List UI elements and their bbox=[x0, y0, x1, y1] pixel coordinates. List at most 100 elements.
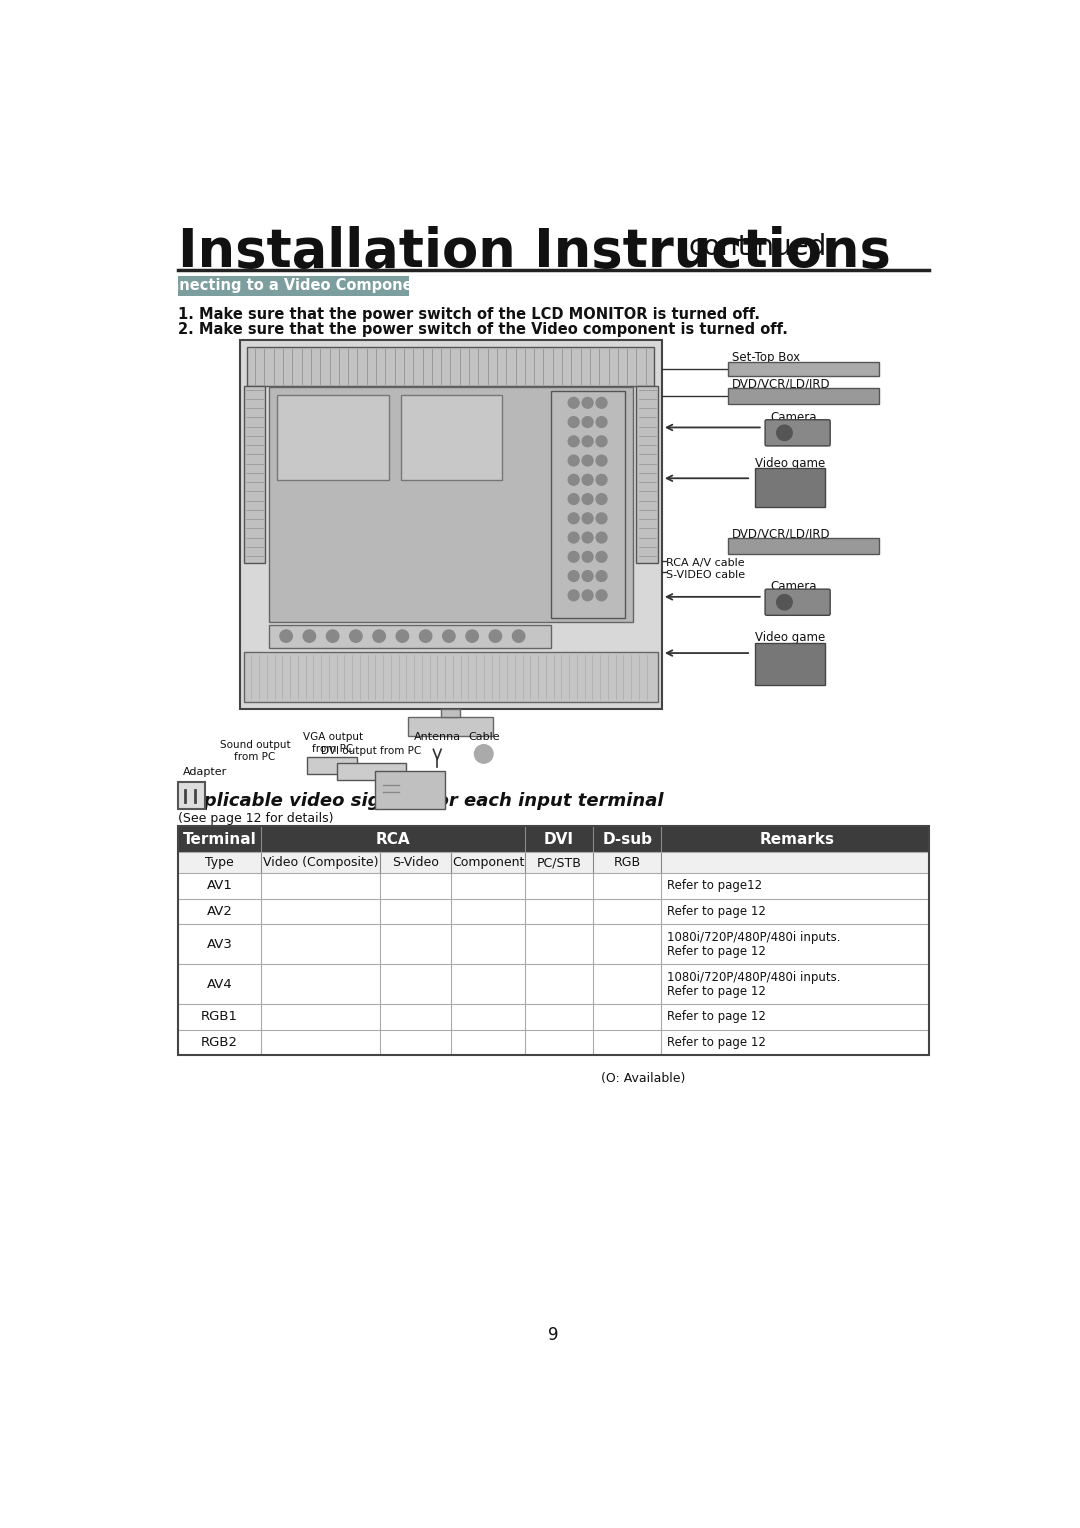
Circle shape bbox=[396, 630, 408, 642]
Circle shape bbox=[777, 425, 793, 440]
FancyBboxPatch shape bbox=[636, 387, 658, 562]
Circle shape bbox=[419, 630, 432, 642]
Circle shape bbox=[280, 630, 293, 642]
Text: Installation Instructions: Installation Instructions bbox=[177, 226, 891, 278]
Text: RGB: RGB bbox=[613, 856, 640, 869]
FancyBboxPatch shape bbox=[243, 387, 266, 562]
Circle shape bbox=[568, 570, 579, 582]
FancyBboxPatch shape bbox=[551, 391, 625, 619]
Text: Antenna: Antenna bbox=[414, 732, 461, 743]
Text: Component: Component bbox=[451, 856, 524, 869]
Text: DVD/VCR/LD/IRD: DVD/VCR/LD/IRD bbox=[732, 377, 831, 390]
Circle shape bbox=[373, 630, 386, 642]
Circle shape bbox=[582, 474, 593, 486]
Text: RGB2: RGB2 bbox=[201, 1036, 238, 1048]
Text: AV4: AV4 bbox=[206, 978, 232, 990]
FancyBboxPatch shape bbox=[269, 388, 633, 622]
Circle shape bbox=[568, 532, 579, 542]
Text: Type: Type bbox=[205, 856, 234, 869]
FancyBboxPatch shape bbox=[269, 625, 551, 648]
Text: Connecting to a Video Components: Connecting to a Video Components bbox=[148, 278, 438, 293]
Circle shape bbox=[568, 474, 579, 486]
Text: Adapter: Adapter bbox=[183, 767, 227, 778]
Circle shape bbox=[568, 552, 579, 562]
FancyBboxPatch shape bbox=[401, 396, 501, 480]
Circle shape bbox=[350, 630, 362, 642]
FancyBboxPatch shape bbox=[177, 827, 930, 853]
FancyBboxPatch shape bbox=[408, 717, 494, 736]
Circle shape bbox=[596, 494, 607, 504]
Text: DVI: DVI bbox=[544, 831, 573, 847]
Text: RCA: RCA bbox=[376, 831, 410, 847]
Text: 9: 9 bbox=[549, 1325, 558, 1343]
Circle shape bbox=[582, 494, 593, 504]
Circle shape bbox=[303, 630, 315, 642]
Circle shape bbox=[777, 594, 793, 610]
Text: Cable: Cable bbox=[468, 732, 500, 743]
FancyBboxPatch shape bbox=[728, 362, 879, 376]
Circle shape bbox=[568, 494, 579, 504]
Text: Refer to page 12: Refer to page 12 bbox=[667, 1036, 767, 1048]
FancyBboxPatch shape bbox=[247, 347, 654, 387]
FancyBboxPatch shape bbox=[177, 275, 408, 296]
Circle shape bbox=[596, 552, 607, 562]
FancyBboxPatch shape bbox=[177, 853, 930, 874]
FancyBboxPatch shape bbox=[240, 339, 662, 709]
Circle shape bbox=[568, 435, 579, 446]
Text: (See page 12 for details): (See page 12 for details) bbox=[177, 811, 333, 825]
Text: RGB1: RGB1 bbox=[201, 1010, 238, 1024]
Circle shape bbox=[326, 630, 339, 642]
FancyBboxPatch shape bbox=[337, 762, 406, 781]
Circle shape bbox=[596, 417, 607, 428]
Text: Refer to page 12: Refer to page 12 bbox=[667, 986, 767, 998]
Text: Terminal: Terminal bbox=[183, 831, 256, 847]
Text: 2. Make sure that the power switch of the Video component is turned off.: 2. Make sure that the power switch of th… bbox=[177, 322, 787, 338]
Text: Video (Composite): Video (Composite) bbox=[262, 856, 378, 869]
Circle shape bbox=[568, 397, 579, 408]
Circle shape bbox=[582, 513, 593, 524]
Circle shape bbox=[596, 532, 607, 542]
Text: DVD/VCR/LD/IRD: DVD/VCR/LD/IRD bbox=[732, 527, 831, 541]
Text: Remarks: Remarks bbox=[759, 831, 835, 847]
Text: AV2: AV2 bbox=[206, 905, 232, 918]
Text: Refer to page 12: Refer to page 12 bbox=[667, 905, 767, 918]
Circle shape bbox=[596, 513, 607, 524]
Text: RCA A/V cable: RCA A/V cable bbox=[666, 558, 744, 568]
FancyBboxPatch shape bbox=[765, 420, 831, 446]
Circle shape bbox=[582, 417, 593, 428]
Circle shape bbox=[568, 455, 579, 466]
Text: Camera: Camera bbox=[770, 411, 816, 423]
Circle shape bbox=[582, 552, 593, 562]
Text: Camera: Camera bbox=[770, 581, 816, 593]
FancyBboxPatch shape bbox=[177, 782, 205, 810]
Text: 1080i/720P/480P/480i inputs.: 1080i/720P/480P/480i inputs. bbox=[667, 932, 841, 944]
Text: Applicable video signals for each input terminal: Applicable video signals for each input … bbox=[177, 792, 664, 810]
Text: PC/STB: PC/STB bbox=[537, 856, 581, 869]
FancyBboxPatch shape bbox=[307, 756, 357, 775]
Text: continued: continued bbox=[688, 232, 826, 261]
Text: Refer to page12: Refer to page12 bbox=[667, 880, 762, 892]
Text: Audio Amp: Audio Amp bbox=[380, 785, 441, 795]
Circle shape bbox=[474, 744, 494, 762]
Circle shape bbox=[568, 513, 579, 524]
Text: D-sub: D-sub bbox=[603, 831, 652, 847]
FancyBboxPatch shape bbox=[755, 468, 825, 507]
Circle shape bbox=[582, 455, 593, 466]
Circle shape bbox=[489, 630, 501, 642]
FancyBboxPatch shape bbox=[728, 388, 879, 403]
Circle shape bbox=[596, 435, 607, 446]
Text: Sound output
from PC: Sound output from PC bbox=[220, 740, 291, 761]
Circle shape bbox=[443, 630, 455, 642]
Text: Video game: Video game bbox=[755, 457, 825, 469]
Text: AV1: AV1 bbox=[206, 880, 232, 892]
Text: VGA output
from PC: VGA output from PC bbox=[302, 732, 363, 753]
Circle shape bbox=[568, 590, 579, 601]
Circle shape bbox=[596, 590, 607, 601]
FancyBboxPatch shape bbox=[276, 396, 389, 480]
Circle shape bbox=[596, 455, 607, 466]
Circle shape bbox=[582, 397, 593, 408]
Circle shape bbox=[582, 435, 593, 446]
Circle shape bbox=[465, 630, 478, 642]
Text: Set-Top Box: Set-Top Box bbox=[732, 351, 800, 364]
Circle shape bbox=[582, 570, 593, 582]
